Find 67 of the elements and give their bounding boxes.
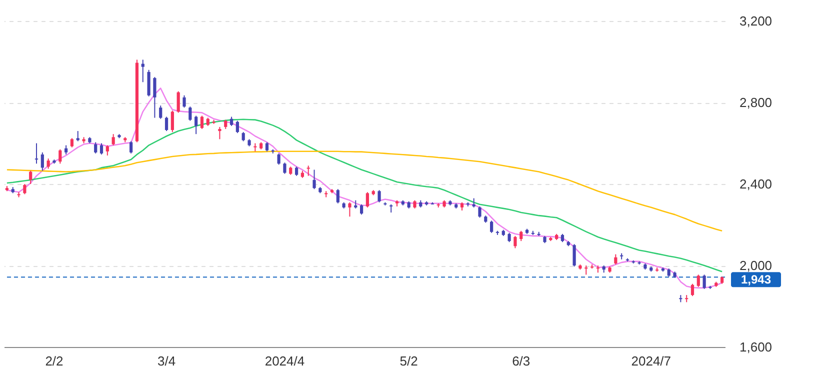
y-tick-label: 1,600 — [740, 340, 772, 354]
candlestick — [100, 142, 104, 155]
candlestick — [76, 130, 80, 142]
x-tick-label: 2/2 — [45, 354, 64, 368]
candlestick — [147, 69, 150, 97]
candlestick — [58, 148, 62, 164]
candlestick — [614, 254, 618, 265]
candlestick — [230, 116, 234, 126]
x-tick-label: 2024/4 — [264, 354, 305, 368]
ref-line-label: 1,943 — [740, 272, 772, 287]
candlestick — [224, 119, 228, 130]
y-tick-label: 2,400 — [740, 176, 772, 192]
candlestick — [294, 166, 298, 176]
candlestick — [130, 140, 133, 154]
candlestick — [348, 202, 352, 218]
candlestick — [106, 144, 109, 156]
candlestick — [188, 106, 192, 122]
candlestick — [218, 126, 222, 140]
x-tick-label: 5/2 — [400, 354, 418, 368]
candlestick — [277, 152, 280, 166]
candlestick — [194, 115, 198, 135]
y-tick-label: 2,000 — [740, 258, 772, 273]
y-tick-label: 2,800 — [740, 95, 772, 110]
candlestick — [702, 274, 706, 290]
candlestick — [242, 132, 245, 142]
candlestick — [283, 162, 286, 174]
line-series — [6, 150, 723, 232]
x-tick-label: 3/4 — [157, 354, 176, 368]
candlestick — [265, 142, 269, 152]
candlestick — [572, 244, 576, 268]
candlestick — [584, 265, 588, 276]
candlestick — [176, 90, 180, 114]
candlestick — [159, 105, 162, 120]
candlestick — [360, 204, 364, 216]
candlestick — [200, 115, 204, 130]
candlestick — [153, 76, 156, 118]
candlestick — [508, 232, 511, 243]
y-tick-label: 3,200 — [740, 14, 772, 28]
candlestick — [34, 142, 38, 164]
candlestick — [46, 158, 50, 170]
candlestick — [478, 206, 482, 218]
candlestick — [182, 94, 186, 108]
candlestick — [40, 152, 44, 172]
candlestick — [164, 116, 168, 132]
candlestick — [690, 283, 694, 297]
candlestick — [70, 138, 74, 148]
candlestick — [472, 198, 476, 208]
x-tick-label: 2024/7 — [631, 354, 672, 368]
candlestick — [514, 235, 517, 249]
candlestick — [23, 184, 26, 195]
candlestick — [696, 274, 700, 288]
candlestick — [112, 134, 115, 146]
candlestick — [254, 142, 257, 152]
candlestick — [520, 230, 523, 242]
candlestick — [312, 169, 316, 190]
candlestick — [141, 59, 144, 83]
candlestick — [378, 190, 381, 203]
candlestick — [64, 144, 68, 155]
candlestick — [306, 165, 310, 176]
candlestick — [490, 220, 494, 234]
candlestick — [336, 188, 340, 204]
x-tick-label: 6/3 — [512, 354, 530, 368]
candlestick — [170, 110, 174, 133]
candlestick — [236, 120, 239, 134]
candlestick — [94, 142, 98, 154]
candlestick — [366, 192, 370, 208]
candlestick — [29, 170, 32, 184]
